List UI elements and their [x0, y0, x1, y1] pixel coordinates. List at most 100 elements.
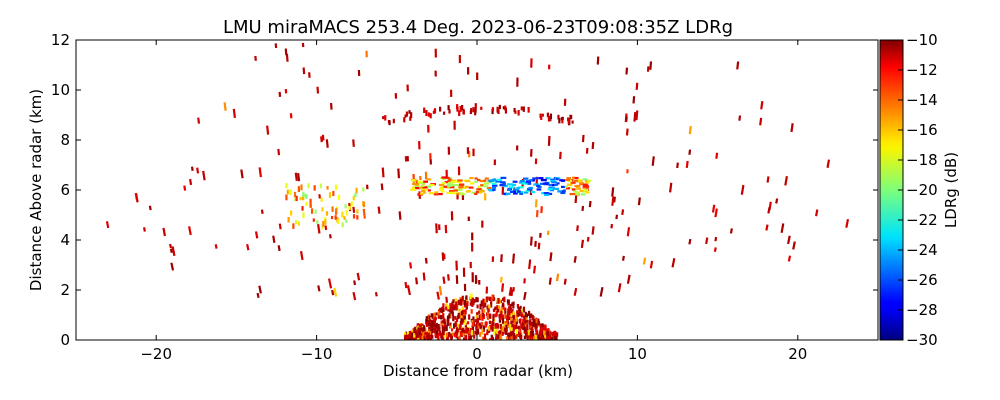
x-tick-label: 0: [472, 345, 482, 363]
x-axis-label: Distance from radar (km): [383, 362, 573, 380]
radar-return: [320, 136, 323, 143]
radar-return: [508, 286, 513, 296]
radar-return: [446, 274, 450, 281]
radar-return: [599, 286, 604, 297]
radar-return: [740, 184, 745, 195]
radar-return: [302, 67, 306, 75]
radar-return: [317, 223, 321, 234]
radar-return: [381, 167, 385, 178]
y-tick-label: 2: [60, 281, 70, 299]
radar-return: [688, 126, 692, 135]
radar-return: [532, 265, 537, 274]
radar-return: [576, 225, 579, 232]
radar-return: [325, 139, 329, 148]
radar-return: [397, 168, 401, 179]
radar-return: [637, 197, 641, 206]
radar-return: [328, 234, 332, 239]
radar-return: [501, 283, 505, 292]
radar-return: [190, 166, 194, 171]
radar-return: [580, 239, 585, 249]
radar-return: [611, 196, 615, 206]
radar-return: [555, 273, 560, 282]
radar-return: [189, 178, 193, 186]
radar-return: [787, 255, 792, 262]
radar-return: [511, 253, 516, 264]
radar-return: [635, 82, 639, 90]
radar-return: [626, 227, 631, 237]
y-tick-label: 12: [51, 31, 70, 49]
radar-return: [671, 258, 676, 268]
radar-return: [424, 257, 428, 264]
colorbar: −10 −12 −14 −16 −18 −20 −22 −24 −26 −28 −30: [879, 31, 938, 349]
radar-return: [327, 278, 333, 289]
colorbar-tick-label: −22: [906, 211, 938, 229]
radar-return: [183, 185, 187, 191]
radar-return: [142, 227, 146, 232]
radar-return: [277, 148, 281, 156]
radar-return: [626, 274, 631, 284]
radar-return: [705, 237, 709, 245]
radar-return: [272, 235, 276, 243]
radar-return: [196, 167, 200, 174]
radar-return: [826, 159, 831, 168]
radar-return: [445, 296, 449, 303]
radar-return: [277, 245, 281, 252]
radar-return: [321, 134, 325, 141]
plot-area: −20 −10 0 10 20 0 2 4 6 8 10 12: [51, 31, 879, 363]
radar-return: [563, 278, 567, 285]
radar-return: [534, 199, 538, 208]
radar-return: [649, 61, 653, 70]
radar-return: [223, 102, 227, 111]
radar-return: [188, 226, 192, 236]
radar-return: [685, 160, 689, 169]
radar-return: [523, 291, 527, 301]
radar-return: [759, 117, 763, 126]
radar-return: [715, 152, 719, 159]
radar-return: [591, 226, 595, 235]
radar-return: [615, 214, 619, 220]
radar-return: [317, 285, 321, 292]
radar-return: [642, 257, 647, 265]
chart-title: LMU miraMACS 253.4 Deg. 2023-06-23T09:08…: [223, 17, 733, 38]
radar-return: [573, 256, 577, 263]
radar-return: [510, 289, 514, 297]
radar-return: [574, 195, 578, 204]
colorbar-ticks: −10 −12 −14 −16 −18 −20 −22 −24 −26 −28 −30: [898, 31, 938, 349]
radar-return: [845, 218, 850, 228]
y-tick-label: 6: [60, 181, 70, 199]
radar-return: [499, 276, 503, 283]
radar-return: [711, 204, 716, 213]
radar-return: [613, 196, 616, 203]
radar-return: [352, 291, 357, 301]
colorbar-tick-label: −26: [906, 271, 938, 289]
radar-return: [669, 182, 673, 193]
radar-return: [170, 262, 175, 271]
colorbar-label: LDRg (dB): [942, 152, 960, 228]
radar-return: [202, 170, 206, 181]
radar-return: [784, 176, 788, 186]
radar-return: [438, 285, 443, 296]
x-axis-ticks: −20 −10 0 10 20: [140, 40, 807, 363]
radar-return: [512, 287, 515, 292]
radar-return: [792, 241, 796, 250]
radar-return: [573, 287, 578, 296]
radar-return: [356, 272, 361, 281]
radar-returns: [105, 42, 850, 340]
y-tick-label: 10: [51, 81, 70, 99]
radar-return: [714, 236, 718, 242]
radar-return: [240, 169, 244, 179]
radar-return: [529, 236, 533, 246]
radar-return: [353, 280, 357, 286]
x-tick-label: −20: [140, 345, 172, 363]
radar-return: [197, 117, 201, 124]
radar-return: [729, 228, 733, 234]
radar-return: [318, 194, 321, 199]
colorbar-tick-label: −14: [906, 91, 938, 109]
radar-return: [588, 200, 592, 208]
radar-return: [246, 243, 250, 251]
radar-return: [537, 242, 541, 250]
radar-return: [171, 246, 176, 256]
radar-return: [736, 61, 740, 70]
radar-return: [787, 235, 791, 245]
colorbar-tick-label: −28: [906, 301, 938, 319]
